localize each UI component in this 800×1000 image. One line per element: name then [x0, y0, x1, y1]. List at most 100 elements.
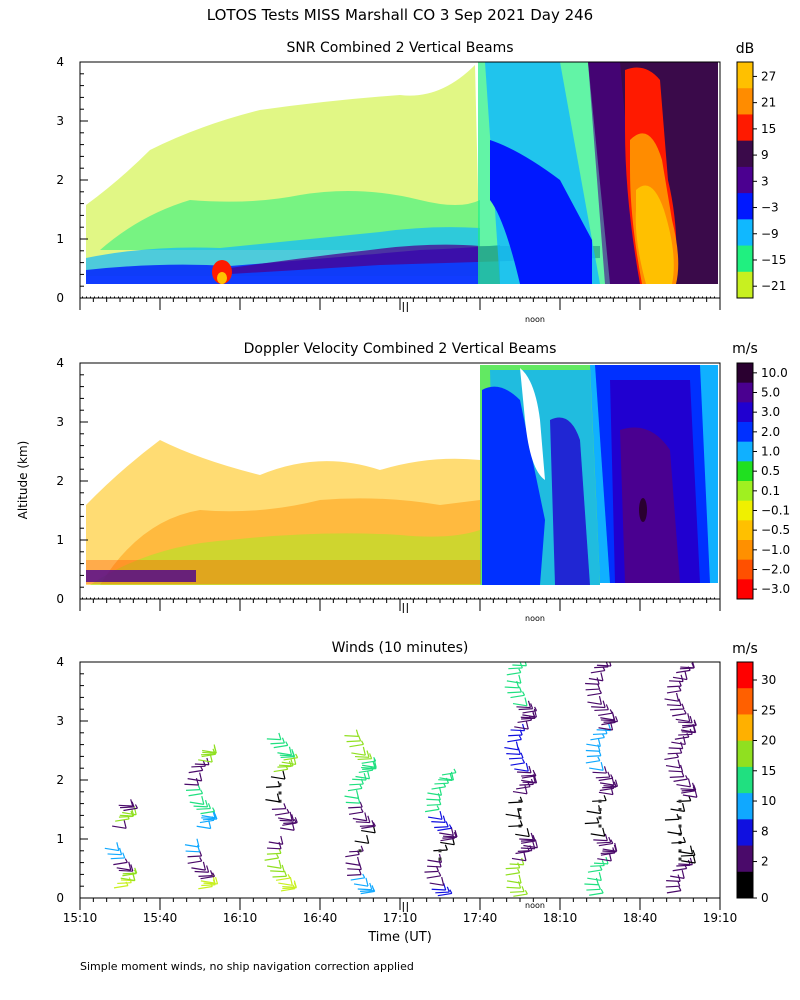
- wind-barb-flag: [526, 828, 530, 837]
- wind-barb: [191, 765, 206, 768]
- x-tick-label: 15:40: [143, 911, 178, 925]
- wind-barb: [360, 890, 375, 892]
- wind-barb: [669, 776, 684, 778]
- wind-barb: [680, 729, 696, 733]
- wind-barb-flag: [615, 716, 619, 722]
- x-axis-label: Time (UT): [367, 930, 432, 945]
- wind-barb-flag: [610, 839, 614, 844]
- wind-barb: [590, 833, 605, 837]
- wind-barb: [200, 875, 215, 880]
- wind-barb: [508, 734, 523, 737]
- wind-barb: [668, 770, 683, 773]
- doppler-gap-white: [520, 368, 545, 480]
- wind-missing-marker: [678, 857, 682, 861]
- wind-barb-flag: [283, 870, 288, 877]
- wind-barb: [680, 854, 695, 857]
- wind-barb-flag: [689, 857, 693, 865]
- wind-barb-flag: [134, 804, 138, 809]
- wind-barb-flag: [518, 674, 522, 684]
- wind-barb: [508, 757, 524, 760]
- wind-barb: [666, 880, 681, 882]
- y-tick-label: 2: [56, 773, 64, 787]
- wind-barb-flag: [445, 821, 449, 827]
- wind-barb: [193, 805, 208, 808]
- wind-barb-flag: [281, 864, 285, 872]
- colorbar-swatch: [737, 500, 753, 521]
- wind-barb: [599, 787, 614, 792]
- wind-barb-flag: [685, 775, 689, 780]
- colorbar-swatch: [737, 363, 753, 384]
- wind-barb-flag: [293, 756, 297, 765]
- wind-barb-flag: [678, 686, 682, 691]
- wind-barb-flag: [214, 876, 219, 885]
- wind-barb: [434, 782, 449, 785]
- wind-barb: [505, 872, 520, 876]
- wind-barb: [434, 826, 449, 829]
- wind-barb-flag: [683, 709, 687, 714]
- wind-barb-flag: [521, 886, 525, 892]
- wind-barb-flag: [371, 820, 375, 826]
- wind-barb-flag: [678, 886, 682, 891]
- wind-barb-flag: [600, 672, 604, 681]
- wind-barb-flag: [289, 811, 293, 821]
- y-axis-label: Altitude (km): [16, 441, 30, 520]
- colorbar-label: 15: [761, 764, 776, 778]
- wind-barb: [348, 811, 364, 815]
- x-tick-label: 18:40: [623, 911, 658, 925]
- wind-barb-flag: [278, 859, 282, 869]
- winds-noon-label: noon: [525, 901, 545, 910]
- wind-barb: [266, 852, 281, 855]
- colorbar-label: 10: [761, 794, 776, 808]
- wind-barb: [435, 891, 450, 894]
- wind-barb: [598, 791, 614, 796]
- doppler-heatmap: [86, 365, 718, 585]
- wind-barb: [188, 769, 203, 774]
- snr-colorbar: 27 21 15 9 3 −3 −9 −15 −21: [736, 61, 786, 299]
- wind-barb-flag: [367, 815, 371, 823]
- wind-barb: [188, 792, 203, 797]
- wind-barb: [596, 664, 611, 667]
- wind-barb: [667, 685, 682, 688]
- wind-barb: [349, 783, 364, 786]
- snr-panel-title: SNR Combined 2 Vertical Beams: [286, 40, 513, 56]
- wind-barb: [282, 886, 297, 888]
- wind-barb-flag: [196, 838, 200, 848]
- wind-barb-flag: [366, 834, 370, 844]
- wind-barb: [354, 755, 370, 758]
- wind-barb: [426, 803, 441, 806]
- colorbar-swatch: [737, 382, 753, 403]
- wind-barb-flag: [366, 750, 370, 758]
- wind-missing-marker: [598, 808, 602, 811]
- wind-barb: [194, 763, 209, 766]
- wind-barb: [279, 754, 294, 757]
- wind-barb: [590, 736, 605, 741]
- wind-barb-flag: [453, 768, 457, 773]
- wind-barb: [672, 867, 687, 872]
- colorbar-frame: [736, 661, 754, 899]
- wind-barb: [271, 808, 286, 810]
- wind-barb-flag: [438, 871, 442, 877]
- wind-barb-flag: [517, 868, 521, 874]
- wind-barb: [200, 753, 216, 756]
- wind-barb-flag: [362, 873, 366, 879]
- footnote: Simple moment winds, no ship navigation …: [80, 960, 414, 973]
- wind-barb: [512, 790, 528, 795]
- wind-barb: [515, 833, 530, 838]
- wind-barb: [112, 825, 127, 829]
- wind-missing-marker: [278, 791, 282, 795]
- snr-plume-purple: [588, 62, 640, 284]
- colorbar-swatch: [737, 740, 753, 768]
- wind-missing-marker: [518, 816, 522, 820]
- wind-barb: [201, 815, 216, 819]
- wind-barb: [265, 799, 280, 803]
- wind-barb-flag: [276, 853, 280, 859]
- wind-barb-flag: [365, 877, 369, 887]
- wind-barb: [187, 860, 202, 864]
- wind-barb: [187, 855, 202, 858]
- wind-barb: [511, 857, 527, 862]
- wind-barb-flag: [206, 865, 210, 873]
- wind-barb-flag: [130, 864, 134, 872]
- figure-title: LOTOS Tests MISS Marshall CO 3 Sep 2021 …: [207, 6, 593, 24]
- doppler-panel: Doppler Velocity Combined 2 Vertical Bea…: [56, 341, 790, 623]
- wind-barb-flag: [118, 847, 123, 855]
